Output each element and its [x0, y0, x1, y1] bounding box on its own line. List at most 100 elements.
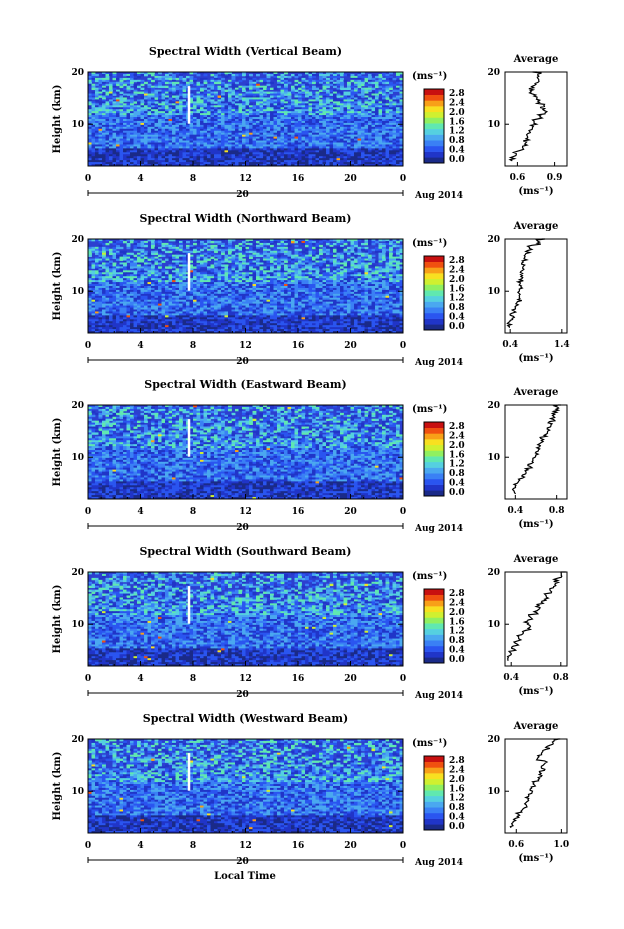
y-axis-label: Height (km) — [52, 752, 63, 821]
colorbar-bin — [424, 807, 444, 814]
day-label: 20 — [236, 690, 249, 700]
x-tick-label: 12 — [239, 341, 252, 351]
heatmap-cells — [88, 572, 404, 667]
colorbar-bin — [424, 818, 444, 825]
y-tick-label: 10 — [71, 287, 84, 297]
x-tick-label: 4 — [137, 841, 143, 851]
colorbar-bin — [424, 111, 444, 118]
y-tick-label: 20 — [71, 235, 84, 245]
colorbar-bin — [424, 589, 444, 595]
colorbar-bin — [424, 267, 444, 274]
colorbar-tick-label: 1.2 — [449, 460, 465, 470]
colorbar-bin — [424, 611, 444, 618]
x-tick-label: 16 — [292, 174, 305, 184]
date-label: Aug 2014 — [414, 858, 463, 868]
colorbar-bin — [424, 100, 444, 107]
colorbar-frame — [423, 588, 445, 664]
y-axis-label: Height (km) — [52, 85, 63, 154]
colorbar-bin — [424, 645, 444, 652]
avg-y-tick-label: 10 — [487, 453, 500, 463]
colorbar-tick-label: 0.0 — [449, 655, 465, 665]
colorbar-tick-label: 0.0 — [449, 488, 465, 498]
data-gap — [187, 586, 191, 624]
x-tick-label: 0 — [85, 174, 91, 184]
x-tick-label: 20 — [344, 507, 357, 517]
avg-title: Average — [513, 221, 559, 232]
avg-x-tick-label: 0.4 — [507, 506, 523, 516]
colorbar-bin — [424, 106, 444, 113]
colorbar-bin — [424, 312, 444, 319]
colorbar-tick-label: 2.4 — [449, 431, 465, 441]
colorbar-bin — [424, 812, 444, 819]
colorbar-bin — [424, 261, 444, 268]
colorbar-bin — [424, 790, 444, 797]
heatmap-cells — [88, 739, 404, 834]
y-tick-label: 10 — [71, 120, 84, 130]
colorbar-tick-label: 1.6 — [449, 784, 465, 794]
avg-y-tick-label: 20 — [487, 401, 500, 411]
colorbar-bin — [424, 756, 444, 762]
colorbar-tick-label: 0.8 — [449, 636, 465, 646]
x-tick-label: 20 — [344, 841, 357, 851]
avg-x-label: (ms⁻¹) — [518, 853, 553, 864]
day-label: 20 — [236, 357, 249, 367]
colorbar-bin — [424, 318, 444, 325]
avg-x-tick-label: 1.4 — [554, 340, 570, 350]
colorbar-tick-label: 2.0 — [449, 275, 465, 285]
avg-x-label: (ms⁻¹) — [518, 686, 553, 697]
x-tick-label: 16 — [292, 507, 305, 517]
day-label: 20 — [236, 190, 249, 200]
colorbar-tick-label: 2.4 — [449, 98, 465, 108]
x-tick-label: 4 — [137, 174, 143, 184]
heatmap-cells — [88, 405, 404, 500]
colorbar-bin — [424, 151, 444, 158]
x-tick-label: 0 — [85, 507, 91, 517]
colorbar-bin — [424, 128, 444, 135]
colorbar-tick-label: 1.2 — [449, 794, 465, 804]
panel-1: Spectral Width (Northward Beam) 20 10 Heigh… — [52, 212, 570, 368]
colorbar-bin — [424, 594, 444, 601]
avg-profile-line — [511, 404, 561, 495]
colorbar-tick-label: 2.4 — [449, 765, 465, 775]
colorbar-tick-label: 0.0 — [449, 322, 465, 332]
colorbar-bin — [424, 778, 444, 785]
colorbar-bin — [424, 284, 444, 291]
colorbar-tick-label: 2.8 — [449, 422, 465, 432]
colorbar-tick-label: 0.4 — [449, 479, 465, 489]
colorbar-bin — [424, 456, 444, 463]
colorbar-bin — [424, 123, 444, 130]
colorbar-bin — [424, 634, 444, 641]
panel-title: Spectral Width (Westward Beam) — [143, 712, 348, 725]
colorbar-unit: (ms⁻¹) — [412, 238, 447, 249]
colorbar-tick-label: 1.2 — [449, 127, 465, 137]
y-tick-label: 20 — [71, 401, 84, 411]
avg-x-label: (ms⁻¹) — [518, 353, 553, 364]
date-label: Aug 2014 — [414, 358, 463, 368]
avg-y-tick-label: 10 — [487, 620, 500, 630]
colorbar-tick-label: 0.8 — [449, 469, 465, 479]
colorbar-bin — [424, 450, 444, 457]
colorbar-tick-label: 2.8 — [449, 89, 465, 99]
colorbar-frame — [423, 421, 445, 497]
x-tick-label: 0 — [400, 507, 406, 517]
panel-title: Spectral Width (Eastward Beam) — [144, 378, 346, 391]
colorbar-bin — [424, 422, 444, 428]
x-tick-label: 0 — [400, 341, 406, 351]
colorbar-unit: (ms⁻¹) — [412, 404, 447, 415]
colorbar-tick-label: 1.6 — [449, 617, 465, 627]
colorbar-tick-label: 0.0 — [449, 822, 465, 832]
colorbar-bin — [424, 461, 444, 468]
colorbar-bin — [424, 657, 444, 664]
colorbar-bin — [424, 295, 444, 302]
avg-title: Average — [513, 721, 559, 732]
colorbar-tick-label: 2.8 — [449, 756, 465, 766]
colorbar-tick-label: 0.4 — [449, 813, 465, 823]
avg-x-label: (ms⁻¹) — [518, 519, 553, 530]
colorbar-tick-label: 1.2 — [449, 627, 465, 637]
colorbar-tick-label: 0.8 — [449, 803, 465, 813]
x-tick-label: 20 — [344, 174, 357, 184]
x-axis-label: Local Time — [214, 871, 276, 882]
x-tick-label: 0 — [85, 841, 91, 851]
avg-x-tick-label: 0.6 — [510, 173, 526, 183]
